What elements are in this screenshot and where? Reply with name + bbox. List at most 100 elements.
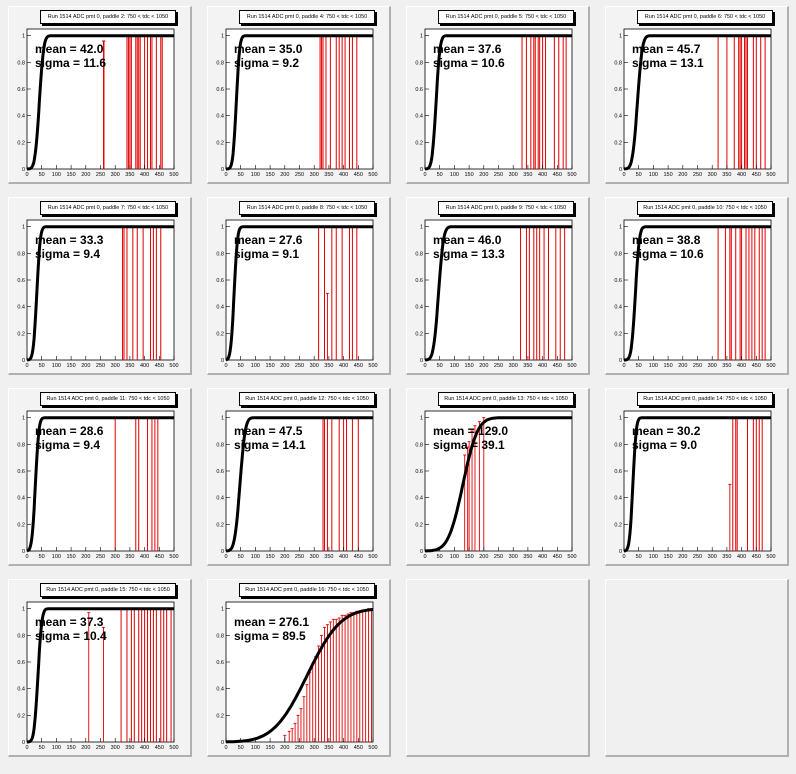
x-tick-label: 500	[567, 172, 576, 178]
x-tick-label: 0	[224, 363, 227, 369]
efficiency-plot: 0 0.2 0.4 0.6 0.8 1 0 50 100 150 200 250 300 350 400 45…	[415, 28, 577, 178]
x-tick-label: 100	[450, 363, 459, 369]
x-tick-label: 450	[155, 172, 164, 178]
y-tick-label: 0.4	[216, 114, 224, 120]
x-tick-label: 150	[67, 554, 76, 560]
empty-pad	[605, 579, 789, 757]
plot-pad: 0 0.2 0.4 0.6 0.8 1 0 50 100 150 200 250 300 350 400 45…	[207, 579, 391, 757]
x-tick-label: 300	[111, 172, 120, 178]
y-tick-label: 0.4	[216, 305, 224, 311]
x-tick-label: 400	[339, 745, 348, 751]
x-tick-label: 350	[523, 554, 532, 560]
mean-label: mean = 33.3	[35, 233, 104, 247]
x-tick-label: 0	[25, 172, 28, 178]
y-tick-label: 0.2	[216, 522, 224, 528]
x-tick-label: 300	[111, 363, 120, 369]
x-tick-label: 100	[52, 554, 61, 560]
y-tick-label: 0	[22, 167, 25, 173]
y-tick-label: 0.2	[17, 713, 25, 719]
y-tick-label: 0	[22, 358, 25, 364]
x-tick-label: 200	[280, 554, 289, 560]
x-tick-label: 200	[678, 554, 687, 560]
y-tick-label: 0.8	[17, 442, 25, 448]
plot-title: Run 1514 ADC pmt 0, paddle 5: 750 < tdc …	[438, 10, 574, 24]
y-tick-label: 0.2	[415, 140, 423, 146]
x-tick-label: 300	[708, 554, 717, 560]
x-tick-label: 300	[708, 172, 717, 178]
y-tick-label: 0.4	[17, 496, 25, 502]
x-tick-label: 100	[251, 363, 260, 369]
y-tick-label: 1	[221, 416, 224, 422]
x-tick-label: 500	[368, 363, 377, 369]
fit-curve	[26, 416, 174, 553]
fit-curve	[226, 608, 373, 744]
mean-label: mean = 276.1	[234, 615, 310, 629]
x-tick-label: 350	[324, 745, 333, 751]
y-tick-label: 0	[420, 358, 423, 364]
y-tick-label: 0.6	[17, 660, 25, 666]
x-tick-label: 400	[339, 363, 348, 369]
sigma-label: sigma = 9.2	[234, 56, 300, 70]
y-tick-label: 0	[619, 167, 622, 173]
plot-frame	[623, 410, 772, 552]
efficiency-plot: 0 0.2 0.4 0.6 0.8 1 0 50 100 150 200 250 300 350 400 45…	[415, 219, 577, 369]
sigma-label: sigma = 10.4	[35, 629, 107, 643]
x-tick-label: 300	[310, 363, 319, 369]
fit-curve	[27, 34, 174, 171]
x-tick-label: 350	[125, 554, 134, 560]
x-tick-label: 300	[310, 745, 319, 751]
sigma-label: sigma = 10.6	[632, 247, 704, 261]
plot-title: Run 1514 ADC pmt 0, paddle 10: 750 < tdc…	[637, 201, 773, 215]
x-tick-label: 0	[622, 363, 625, 369]
x-tick-label: 400	[140, 363, 149, 369]
x-tick-label: 100	[450, 554, 459, 560]
mean-label: mean = 38.8	[632, 233, 701, 247]
x-tick-label: 150	[664, 363, 673, 369]
x-tick-label: 200	[81, 363, 90, 369]
x-tick-label: 300	[310, 172, 319, 178]
plot-frame	[26, 601, 175, 743]
x-tick-label: 350	[722, 363, 731, 369]
fit-curve	[27, 607, 174, 744]
x-tick-label: 250	[295, 745, 304, 751]
x-tick-label: 500	[368, 172, 377, 178]
efficiency-plot: 0 0.2 0.4 0.6 0.8 1 0 50 100 150 200 250 300 350 400 45…	[614, 410, 776, 560]
y-tick-label: 1	[619, 416, 622, 422]
sigma-label: sigma = 10.6	[433, 56, 505, 70]
plot-title: Run 1514 ADC pmt 0, paddle 8: 750 < tdc …	[239, 201, 375, 215]
efficiency-plot: 0 0.2 0.4 0.6 0.8 1 0 50 100 150 200 250 300 350 400 45…	[216, 28, 378, 178]
x-tick-label: 350	[722, 554, 731, 560]
y-tick-label: 0.4	[216, 496, 224, 502]
y-tick-label: 0.8	[614, 442, 622, 448]
x-tick-label: 100	[649, 554, 658, 560]
plot-pad: 0 0.2 0.4 0.6 0.8 1 0 50 100 150 200 250 300 350 400 45…	[406, 6, 590, 184]
x-tick-label: 400	[140, 172, 149, 178]
x-tick-label: 100	[251, 172, 260, 178]
fit-curve	[424, 225, 572, 362]
fit-curve	[623, 34, 771, 171]
plot-title: Run 1514 ADC pmt 0, paddle 4: 750 < tdc …	[239, 10, 375, 24]
plot-pad: 0 0.2 0.4 0.6 0.8 1 0 50 100 150 200 250 300 350 400 45…	[8, 388, 192, 566]
y-tick-label: 0	[619, 549, 622, 555]
y-tick-label: 1	[22, 416, 25, 422]
empty-pad	[406, 579, 590, 757]
x-tick-label: 450	[553, 172, 562, 178]
y-tick-label: 1	[619, 225, 622, 231]
efficiency-plot: 0 0.2 0.4 0.6 0.8 1 0 50 100 150 200 250 300 350 400 45…	[216, 601, 378, 751]
x-tick-label: 200	[479, 172, 488, 178]
x-tick-label: 500	[766, 172, 775, 178]
plot-pad: 0 0.2 0.4 0.6 0.8 1 0 50 100 150 200 250 300 350 400 45…	[605, 388, 789, 566]
plot-frame	[26, 219, 175, 361]
x-tick-label: 100	[649, 363, 658, 369]
plot-frame	[225, 28, 374, 170]
mean-label: mean = 30.2	[632, 424, 701, 438]
x-tick-label: 100	[251, 745, 260, 751]
x-tick-label: 50	[437, 172, 443, 178]
x-tick-label: 200	[280, 172, 289, 178]
x-tick-label: 100	[450, 172, 459, 178]
mean-label: mean = 28.6	[35, 424, 104, 438]
y-tick-label: 1	[221, 607, 224, 613]
y-tick-label: 0.6	[415, 87, 423, 93]
plot-frame	[424, 219, 573, 361]
x-tick-label: 250	[693, 363, 702, 369]
